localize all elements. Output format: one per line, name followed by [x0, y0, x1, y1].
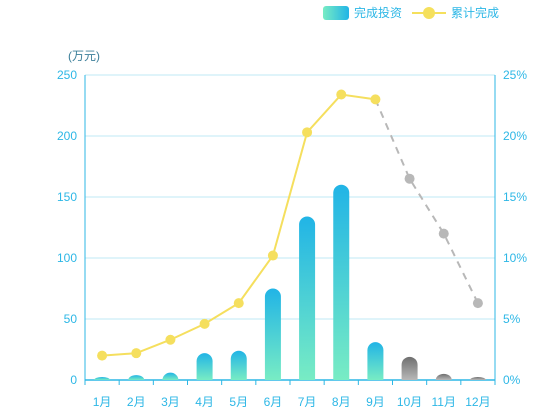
line-point-5月: [233, 298, 244, 309]
x-tick-label: 5月: [229, 395, 248, 409]
y-left-tick-label: 150: [57, 190, 77, 204]
line-point-10月: [404, 173, 415, 184]
bar-8月: [333, 184, 350, 380]
y-right-tick-label: 0%: [503, 373, 521, 387]
x-tick-label: 10月: [397, 395, 422, 409]
line-point-4月: [199, 318, 210, 329]
x-tick-label: 1月: [93, 395, 112, 409]
bar-3月: [162, 372, 179, 380]
x-tick-label: 11月: [432, 395, 456, 409]
y-axis-unit: (万元): [68, 49, 100, 63]
cumulative-line-forecast: [374, 99, 479, 304]
line-point-8月: [336, 89, 347, 100]
bar-9月: [367, 342, 384, 380]
line-point-9月: [370, 94, 381, 105]
legend-bar-label: 完成投资: [354, 6, 403, 20]
line-point-12月: [472, 298, 483, 309]
bar-1月: [94, 377, 111, 380]
x-tick-label: 3月: [161, 395, 180, 409]
x-tick-label: 9月: [366, 395, 385, 409]
y-right-tick-label: 25%: [503, 68, 527, 82]
bar-5月: [230, 350, 247, 380]
legend-line-swatch: [412, 6, 447, 20]
x-tick-label: 7月: [298, 395, 317, 409]
bar-2月: [128, 375, 145, 380]
y-left-tick-label: 50: [64, 312, 78, 326]
line-point-3月: [165, 334, 176, 345]
y-right-tick-label: 15%: [503, 190, 527, 204]
y-right-tick-label: 10%: [503, 251, 527, 265]
bar-12月: [469, 377, 486, 380]
line-point-6月: [267, 250, 278, 261]
x-tick-label: 2月: [127, 395, 146, 409]
bar-11月: [435, 373, 452, 380]
legend-item-line[interactable]: 累计完成: [412, 4, 499, 21]
legend-item-bar[interactable]: 完成投资: [323, 4, 402, 21]
y-left-tick-label: 100: [57, 251, 77, 265]
x-tick-label: 4月: [195, 395, 214, 409]
line-point-11月: [438, 228, 449, 239]
legend: 完成投资 累计完成: [323, 4, 509, 21]
line-point-1月: [97, 350, 108, 361]
legend-bar-swatch: [323, 5, 349, 20]
legend-line-label: 累计完成: [451, 6, 500, 20]
y-left-tick-label: 0: [70, 373, 77, 387]
bar-10月: [401, 356, 418, 380]
y-right-tick-label: 20%: [503, 129, 527, 143]
x-tick-label: 12月: [465, 395, 490, 409]
bar-4月: [196, 353, 213, 380]
x-tick-label: 8月: [332, 395, 351, 409]
y-left-tick-label: 200: [57, 129, 77, 143]
bar-6月: [264, 288, 281, 380]
bar-7月: [299, 216, 316, 380]
y-left-tick-label: 250: [57, 68, 77, 82]
y-right-tick-label: 5%: [503, 312, 521, 326]
x-tick-label: 6月: [264, 395, 283, 409]
line-point-2月: [131, 348, 142, 359]
line-point-7月: [302, 127, 313, 138]
